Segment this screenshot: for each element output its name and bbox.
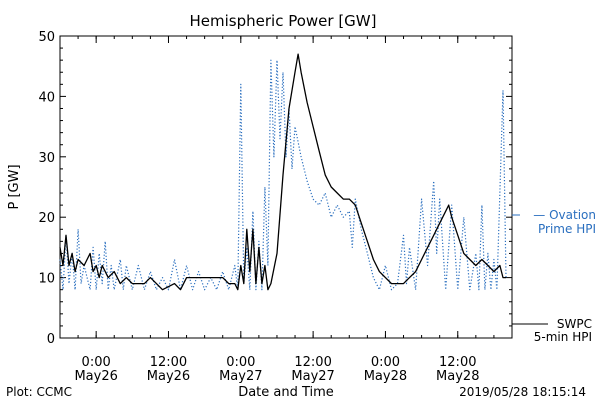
legend-swpc-label: 5-min HPI <box>534 330 592 344</box>
y-tick-label: 50 <box>38 30 55 45</box>
legend-ovation-label: Prime HPI <box>538 222 596 236</box>
y-axis-label: P [GW] <box>7 164 22 209</box>
x-axis: 0:00May2612:00May260:00May2712:00May270:… <box>59 36 513 384</box>
x-tick-label-time: 12:00 <box>294 355 331 370</box>
footer-timestamp: 2019/05/28 18:15:14 <box>459 385 586 399</box>
y-tick-label: 10 <box>38 272 55 287</box>
y-axis: 0 10 20 30 40 50 <box>38 30 512 347</box>
x-tick-label-time: 0:00 <box>371 355 400 370</box>
x-tick-label-time: 12:00 <box>150 355 187 370</box>
x-tick-label-time: 12:00 <box>439 355 476 370</box>
series-line-ovation <box>59 59 507 291</box>
series-layer <box>59 53 507 291</box>
y-tick-label: 30 <box>38 151 55 166</box>
x-tick-label-date: May26 <box>147 369 190 384</box>
chart-title: Hemispheric Power [GW] <box>190 12 377 30</box>
x-tick-label-date: May26 <box>74 369 117 384</box>
x-tick-label-date: May28 <box>436 369 479 384</box>
y-tick-label: 20 <box>38 211 55 226</box>
plot-frame <box>59 35 513 339</box>
legend-ovation-label: — Ovation <box>533 208 596 222</box>
x-tick-label-date: May27 <box>219 369 262 384</box>
x-axis-label: Date and Time <box>238 385 334 400</box>
y-tick-label: 0 <box>47 332 55 347</box>
x-tick-label-date: May27 <box>291 369 334 384</box>
x-tick-label-time: 0:00 <box>82 355 111 370</box>
footer-plot-source: Plot: CCMC <box>6 385 72 399</box>
x-tick-label-time: 0:00 <box>226 355 255 370</box>
legend-swpc-label: SWPC <box>557 317 592 331</box>
x-tick-label-date: May28 <box>364 369 407 384</box>
y-tick-label: 40 <box>38 90 55 105</box>
series-line-swpc <box>59 53 506 291</box>
